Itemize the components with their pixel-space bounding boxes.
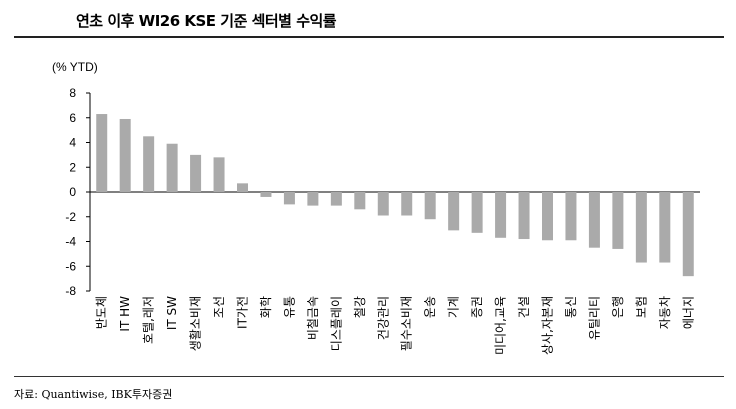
x-tick-label: 에너지 <box>681 296 695 329</box>
bar <box>260 192 272 197</box>
bar <box>307 192 319 206</box>
x-tick-label: 증권 <box>470 296 484 318</box>
x-tick-label: 상사,자본재 <box>541 296 555 355</box>
bar <box>682 192 694 277</box>
x-tick-label: 유통 <box>282 296 296 318</box>
x-tick-label: IT HW <box>118 296 132 332</box>
x-tick-label: 생활소비재 <box>189 296 203 351</box>
bar <box>471 192 483 233</box>
y-tick-label: 0 <box>69 185 76 199</box>
bar <box>237 183 248 192</box>
x-tick-label: 건설 <box>517 296 531 318</box>
bar <box>119 118 131 192</box>
x-tick-label: IT가전 <box>236 296 250 329</box>
x-tick-label: 보험 <box>634 296 648 318</box>
x-tick-label: 자동차 <box>658 296 672 329</box>
x-tick-label: 미디어,교육 <box>494 296 508 355</box>
x-tick-label: 필수소비재 <box>400 296 414 351</box>
x-labels: 반도체 IT HW 호텔,레저 IT SW 생활소비재 조선 IT가전 화학 유통 비철금속 디스플… <box>95 296 696 355</box>
bar <box>542 192 553 241</box>
x-tick-label: 건강관리 <box>376 296 390 340</box>
bar <box>401 192 413 216</box>
x-tick-label: 화학 <box>259 296 273 318</box>
bar <box>612 192 624 249</box>
x-tick-label: 통신 <box>564 296 578 318</box>
bar <box>213 157 225 192</box>
bar <box>635 192 647 263</box>
bar <box>448 192 460 231</box>
bar <box>518 192 530 240</box>
x-tick-label: IT SW <box>165 296 179 330</box>
x-tick-label: 반도체 <box>95 296 109 329</box>
bar <box>588 192 600 248</box>
x-tick-label: 조선 <box>212 296 226 318</box>
x-tick-label: 비철금속 <box>306 296 320 340</box>
y-tick-label: 8 <box>69 86 76 100</box>
x-tick-label: 은행 <box>610 296 625 318</box>
source-rule <box>14 376 724 377</box>
bar <box>283 192 295 205</box>
x-tick-label: 유틸리티 <box>587 296 601 340</box>
y-tick-label: -4 <box>65 235 76 249</box>
y-tick-label: -8 <box>65 284 76 298</box>
bar <box>96 114 108 192</box>
y-tick-label: 6 <box>69 111 76 125</box>
bar <box>143 136 155 192</box>
title-rule <box>14 36 724 38</box>
chart-title: 연초 이후 WI26 KSE 기준 섹터별 수익률 <box>76 12 337 30</box>
bar <box>166 143 178 192</box>
y-axis: 8 6 4 2 0 -2 -4 -6 -8 <box>65 86 700 298</box>
bar <box>424 192 436 220</box>
bar <box>659 192 671 263</box>
x-tick-label: 디스플레이 <box>329 296 343 351</box>
bar <box>190 154 202 193</box>
bar <box>330 192 342 206</box>
y-tick-label: -2 <box>65 210 76 224</box>
bars <box>96 114 694 277</box>
y-tick-label: 4 <box>69 136 76 150</box>
source-note: 자료: Quantiwise, IBK투자증권 <box>14 388 173 401</box>
x-tick-label: 철강 <box>353 296 367 318</box>
x-tick-label: 운송 <box>423 296 437 318</box>
bar <box>495 192 507 238</box>
y-tick-label: -6 <box>65 259 76 273</box>
bar <box>565 192 577 241</box>
x-tick-label: 기계 <box>447 296 461 318</box>
bar <box>354 192 366 210</box>
y-unit-label: (% YTD) <box>52 60 98 74</box>
y-tick-label: 2 <box>69 160 76 174</box>
bar <box>377 192 389 216</box>
x-tick-label: 호텔,레저 <box>142 296 156 344</box>
